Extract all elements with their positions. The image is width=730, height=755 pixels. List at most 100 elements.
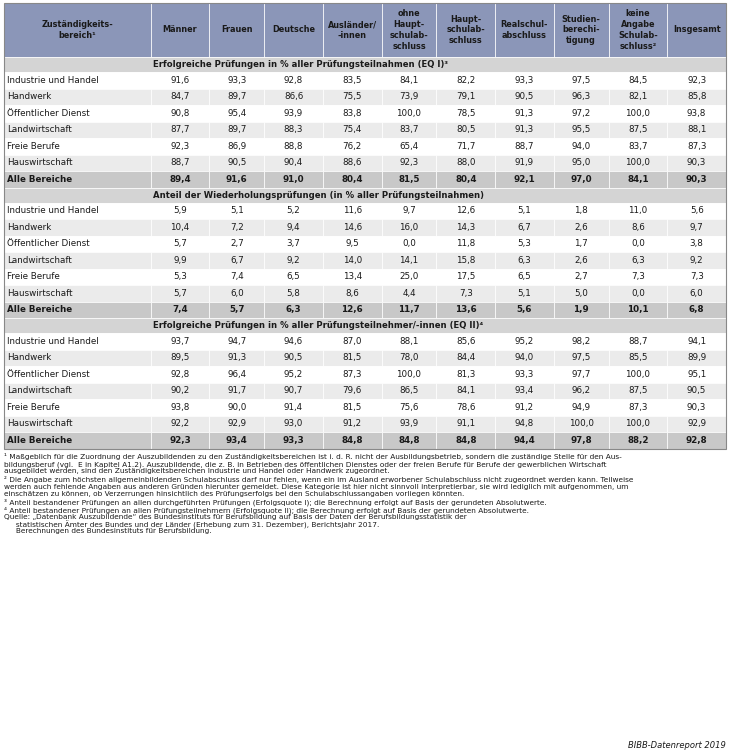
Text: 87,3: 87,3 — [629, 402, 648, 411]
Bar — [210, 3, 264, 57]
Text: 84,7: 84,7 — [170, 92, 190, 101]
Bar — [437, 171, 495, 187]
Text: 96,3: 96,3 — [572, 92, 591, 101]
Bar — [323, 171, 382, 187]
Text: Hauswirtschaft: Hauswirtschaft — [7, 159, 72, 168]
Text: 88,6: 88,6 — [342, 159, 362, 168]
Bar — [382, 350, 437, 366]
Bar — [264, 301, 323, 318]
Bar — [382, 3, 437, 57]
Bar — [609, 171, 667, 187]
Bar — [495, 105, 554, 122]
Bar — [609, 105, 667, 122]
Bar — [495, 285, 554, 301]
Bar — [4, 72, 150, 88]
Text: Alle Bereiche: Alle Bereiche — [7, 174, 72, 183]
Bar — [667, 333, 726, 350]
Text: 97,8: 97,8 — [570, 436, 592, 445]
Bar — [382, 366, 437, 383]
Bar — [495, 122, 554, 138]
Text: 6,5: 6,5 — [518, 273, 531, 282]
Text: 2,7: 2,7 — [230, 239, 244, 248]
Bar — [323, 415, 382, 432]
Bar — [554, 366, 609, 383]
Text: Hauswirtschaft: Hauswirtschaft — [7, 419, 72, 428]
Bar — [150, 171, 210, 187]
Bar — [323, 269, 382, 285]
Text: 91,6: 91,6 — [226, 174, 247, 183]
Text: 10,1: 10,1 — [627, 305, 649, 314]
Bar — [382, 236, 437, 252]
Bar — [210, 301, 264, 318]
Text: 10,4: 10,4 — [170, 223, 190, 232]
Bar — [609, 202, 667, 219]
Bar — [323, 105, 382, 122]
Bar — [554, 88, 609, 105]
Text: 90,3: 90,3 — [686, 174, 707, 183]
Bar — [554, 285, 609, 301]
Bar — [150, 105, 210, 122]
Text: 71,7: 71,7 — [456, 142, 475, 151]
Text: 9,9: 9,9 — [173, 256, 187, 265]
Bar — [210, 285, 264, 301]
Bar — [437, 72, 495, 88]
Text: 84,5: 84,5 — [629, 76, 648, 85]
Bar — [264, 3, 323, 57]
Text: Deutsche: Deutsche — [272, 26, 315, 35]
Bar — [609, 285, 667, 301]
Text: 13,6: 13,6 — [455, 305, 477, 314]
Text: 79,1: 79,1 — [456, 92, 475, 101]
Bar — [264, 432, 323, 448]
Bar — [667, 138, 726, 155]
Text: 84,8: 84,8 — [399, 436, 420, 445]
Text: 81,5: 81,5 — [399, 174, 420, 183]
Bar — [4, 202, 150, 219]
Bar — [323, 350, 382, 366]
Text: bildungsberuf (vgl.  E in Kapitel A1.2). Auszubildende, die z. B. in Betrieben d: bildungsberuf (vgl. E in Kapitel A1.2). … — [4, 461, 607, 467]
Text: 93,4: 93,4 — [226, 436, 247, 445]
Bar — [382, 138, 437, 155]
Text: 93,9: 93,9 — [399, 419, 418, 428]
Text: Öffentlicher Dienst: Öffentlicher Dienst — [7, 370, 90, 379]
Text: Insgesamt: Insgesamt — [673, 26, 721, 35]
Bar — [323, 155, 382, 171]
Text: 93,8: 93,8 — [170, 402, 190, 411]
Bar — [382, 301, 437, 318]
Text: Landwirtschaft: Landwirtschaft — [7, 387, 72, 396]
Bar — [264, 366, 323, 383]
Bar — [4, 105, 150, 122]
Bar — [150, 269, 210, 285]
Bar — [495, 350, 554, 366]
Bar — [210, 333, 264, 350]
Text: 87,5: 87,5 — [629, 387, 648, 396]
Text: Erfolgreiche Prüfungen in % aller Prüfungsteilnehmer/-innen (EQ II)⁴: Erfolgreiche Prüfungen in % aller Prüfun… — [153, 321, 483, 330]
Bar — [264, 236, 323, 252]
Bar — [554, 219, 609, 236]
Text: 14,3: 14,3 — [456, 223, 475, 232]
Text: 93,3: 93,3 — [515, 370, 534, 379]
Text: 96,2: 96,2 — [572, 387, 591, 396]
Bar — [4, 399, 150, 415]
Bar — [554, 202, 609, 219]
Bar — [609, 236, 667, 252]
Bar — [150, 333, 210, 350]
Text: 7,3: 7,3 — [690, 273, 704, 282]
Text: 88,8: 88,8 — [284, 142, 303, 151]
Bar — [609, 301, 667, 318]
Bar — [323, 236, 382, 252]
Text: 7,3: 7,3 — [631, 273, 645, 282]
Text: 75,6: 75,6 — [399, 402, 419, 411]
Bar — [4, 122, 150, 138]
Bar — [150, 383, 210, 399]
Bar — [150, 252, 210, 269]
Bar — [495, 383, 554, 399]
Bar — [554, 138, 609, 155]
Text: 87,7: 87,7 — [170, 125, 190, 134]
Text: 5,0: 5,0 — [575, 288, 588, 297]
Bar — [437, 122, 495, 138]
Bar — [150, 285, 210, 301]
Text: 92,8: 92,8 — [170, 370, 190, 379]
Text: Alle Bereiche: Alle Bereiche — [7, 436, 72, 445]
Bar — [495, 252, 554, 269]
Text: 90,2: 90,2 — [170, 387, 190, 396]
